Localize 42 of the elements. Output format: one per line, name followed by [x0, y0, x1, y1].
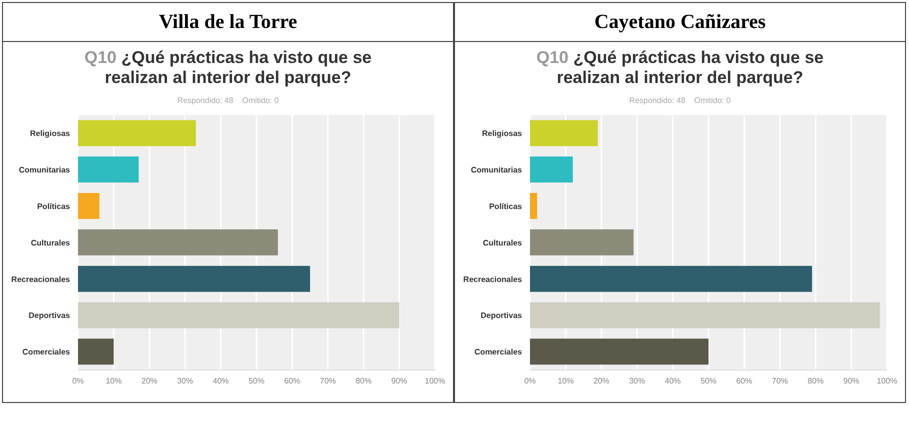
y-tick-label: Comunitarias — [470, 165, 523, 174]
chart-title: Villa de la Torre — [3, 3, 453, 42]
y-tick-label: Religiosas — [30, 129, 71, 138]
x-tick-label: 90% — [391, 376, 408, 386]
y-tick-label: Políticas — [489, 202, 523, 211]
x-tick-label: 80% — [356, 376, 372, 386]
y-tick-label: Culturales — [30, 238, 71, 248]
x-tick-label: 30% — [177, 376, 194, 386]
y-tick-label: Comerciales — [22, 348, 71, 357]
x-tick-label: 100% — [876, 376, 898, 386]
y-tick-label: Recreacionales — [11, 274, 71, 284]
x-tick-label: 40% — [212, 376, 229, 386]
x-tick-label: 30% — [629, 376, 646, 386]
text: Respondido: 48 Omitido: 0 — [628, 96, 732, 105]
x-tick-label: 20% — [141, 376, 158, 386]
chart-subtitle: Q10 ¿Qué prácticas ha visto que se realizan al interior del parque? — [535, 48, 825, 88]
x-tick-label: 90% — [843, 376, 860, 386]
y-tick-label: Comunitarias — [18, 165, 71, 174]
x-tick-label: 60% — [284, 376, 300, 386]
x-tick-label: 80% — [808, 376, 824, 386]
y-tick-label: Religiosas — [482, 129, 523, 138]
x-tick-label: 10% — [106, 376, 122, 386]
y-tick-label: Deportivas — [480, 311, 523, 320]
chart-title: Cayetano Cañizares — [455, 3, 905, 42]
x-tick-label: 40% — [664, 376, 681, 386]
y-tick-label: Recreacionales — [463, 274, 523, 284]
x-tick-label: 50% — [248, 376, 265, 386]
y-tick-label: Culturales — [482, 238, 523, 248]
x-tick-label: 100% — [424, 376, 446, 386]
x-tick-label: 50% — [700, 376, 717, 386]
x-tick-label: 60% — [736, 376, 752, 386]
y-tick-label: Políticas — [37, 202, 71, 211]
x-tick-label: 0% — [524, 376, 536, 386]
y-tick-label: Deportivas — [28, 311, 71, 320]
x-tick-label: 70% — [320, 376, 336, 386]
x-tick-label: 70% — [772, 376, 788, 386]
y-tick-label: Comerciales — [474, 348, 523, 357]
chart-subtitle: Q10 ¿Qué prácticas ha visto que se realizan al interior del parque? — [83, 48, 373, 88]
x-tick-label: 0% — [72, 376, 84, 386]
x-tick-label: 10% — [558, 376, 574, 386]
text: Respondido: 48 Omitido: 0 — [176, 96, 280, 105]
x-tick-label: 20% — [593, 376, 610, 386]
